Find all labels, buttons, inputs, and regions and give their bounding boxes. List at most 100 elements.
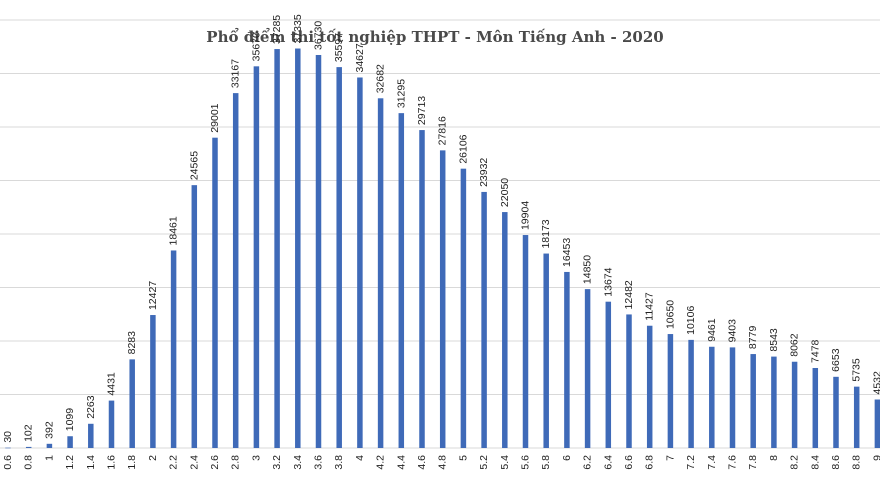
x-tick-label: 1.6 xyxy=(106,455,118,470)
x-tick-label: 7.8 xyxy=(747,455,759,470)
bar xyxy=(460,168,467,449)
data-label: 32682 xyxy=(375,64,387,93)
bar xyxy=(377,98,384,449)
data-label: 12482 xyxy=(623,280,635,309)
bar xyxy=(522,235,529,448)
data-label: 8543 xyxy=(768,328,780,352)
x-tick-label: 5 xyxy=(457,455,469,461)
x-tick-labels: 0.6 0.8 1 1.2 1.4 1.6 1.8 2 2.2 2.4 2.6 2.8 3 3.2 3.4 3… xyxy=(2,455,880,470)
x-tick-label: 6 xyxy=(561,455,573,461)
data-label: 4431 xyxy=(106,372,118,396)
data-label: 19904 xyxy=(520,201,532,230)
bar xyxy=(88,423,94,448)
data-label: 9403 xyxy=(727,319,739,343)
data-label: 23932 xyxy=(478,158,490,187)
data-label: 12427 xyxy=(147,281,159,310)
data-label: 102 xyxy=(23,424,35,442)
bar xyxy=(419,130,425,448)
data-label: 37335 xyxy=(292,14,304,43)
x-tick-label: 2.4 xyxy=(188,455,200,470)
bar xyxy=(129,359,135,448)
data-label: 8062 xyxy=(789,333,801,357)
data-label: 24565 xyxy=(188,151,200,180)
data-label: 4532 xyxy=(871,371,880,395)
x-tick-label: 1 xyxy=(43,455,55,461)
bar xyxy=(729,347,736,448)
x-tick-label: 2.6 xyxy=(209,455,221,470)
bar xyxy=(626,314,632,448)
x-tick-label: 2.8 xyxy=(230,455,242,470)
bar xyxy=(646,325,653,448)
data-label: 11427 xyxy=(644,292,656,321)
data-label: 16453 xyxy=(561,238,573,267)
x-tick-label: 6.2 xyxy=(582,455,594,470)
x-tick-label: 2.2 xyxy=(168,455,180,470)
data-label: 30 xyxy=(2,431,14,443)
data-label: 35670 xyxy=(250,32,262,61)
data-label: 392 xyxy=(43,421,55,439)
bar xyxy=(5,447,11,449)
x-tick-label: 5.8 xyxy=(540,455,552,470)
bar xyxy=(543,253,549,448)
data-label: 6653 xyxy=(830,348,842,372)
bar xyxy=(274,49,280,449)
chart-title: Phổ điểm thi tốt nghiệp THPT - Môn Tiếng… xyxy=(206,28,663,46)
data-label: 14850 xyxy=(582,255,594,284)
x-tick-label: 1.4 xyxy=(85,455,97,470)
bar xyxy=(667,334,674,448)
bar xyxy=(25,446,32,448)
x-tick-label: 3.2 xyxy=(271,455,283,470)
data-label: 36730 xyxy=(313,21,325,50)
data-label: 5735 xyxy=(851,358,863,382)
data-label: 34627 xyxy=(354,43,366,72)
data-label: 13674 xyxy=(602,267,614,296)
bar xyxy=(833,376,839,448)
bar xyxy=(357,77,363,449)
x-tick-label: 7 xyxy=(664,455,676,461)
x-tick-label: 3 xyxy=(250,455,262,461)
bar xyxy=(212,137,218,448)
bar xyxy=(564,271,570,448)
bar xyxy=(439,150,446,448)
data-label: 10106 xyxy=(685,306,697,335)
data-label: 22050 xyxy=(499,178,511,207)
data-label: 2263 xyxy=(85,395,97,419)
data-label: 18461 xyxy=(168,216,180,245)
data-label: 27816 xyxy=(437,116,449,145)
bar xyxy=(336,67,342,449)
data-label: 18173 xyxy=(540,219,552,248)
x-tick-label: 3.6 xyxy=(313,455,325,470)
data-label: 9461 xyxy=(706,318,718,342)
data-label: 29713 xyxy=(416,96,428,125)
x-tick-label: 4.2 xyxy=(375,455,387,470)
bar xyxy=(812,367,819,448)
x-tick-label: 8.8 xyxy=(851,455,863,470)
data-label: 29001 xyxy=(209,103,221,132)
bar xyxy=(605,301,612,448)
bar xyxy=(232,93,239,449)
bar xyxy=(253,66,260,448)
data-label: 33167 xyxy=(230,59,242,88)
x-tick-label: 0.8 xyxy=(23,455,35,470)
x-tick-label: 8.2 xyxy=(789,455,801,470)
data-label: 10650 xyxy=(664,300,676,329)
bar xyxy=(46,443,53,448)
bar xyxy=(791,361,798,448)
data-label: 37285 xyxy=(271,15,283,44)
data-label: 8779 xyxy=(747,326,759,350)
x-tick-label: 4.4 xyxy=(395,455,407,470)
bar xyxy=(502,212,508,448)
x-tick-label: 3.4 xyxy=(292,455,304,470)
x-tick-label: 7.4 xyxy=(706,455,718,470)
bar xyxy=(481,191,487,448)
bar xyxy=(170,250,177,448)
bar xyxy=(688,339,694,448)
x-tick-label: 4.6 xyxy=(416,455,428,470)
x-tick-label: 0.6 xyxy=(2,455,14,470)
data-label: 35597 xyxy=(333,33,345,62)
x-tick-label: 7.6 xyxy=(727,455,739,470)
x-tick-label: 9 xyxy=(871,455,880,461)
bar xyxy=(398,113,405,448)
x-tick-label: 5.2 xyxy=(478,455,490,470)
